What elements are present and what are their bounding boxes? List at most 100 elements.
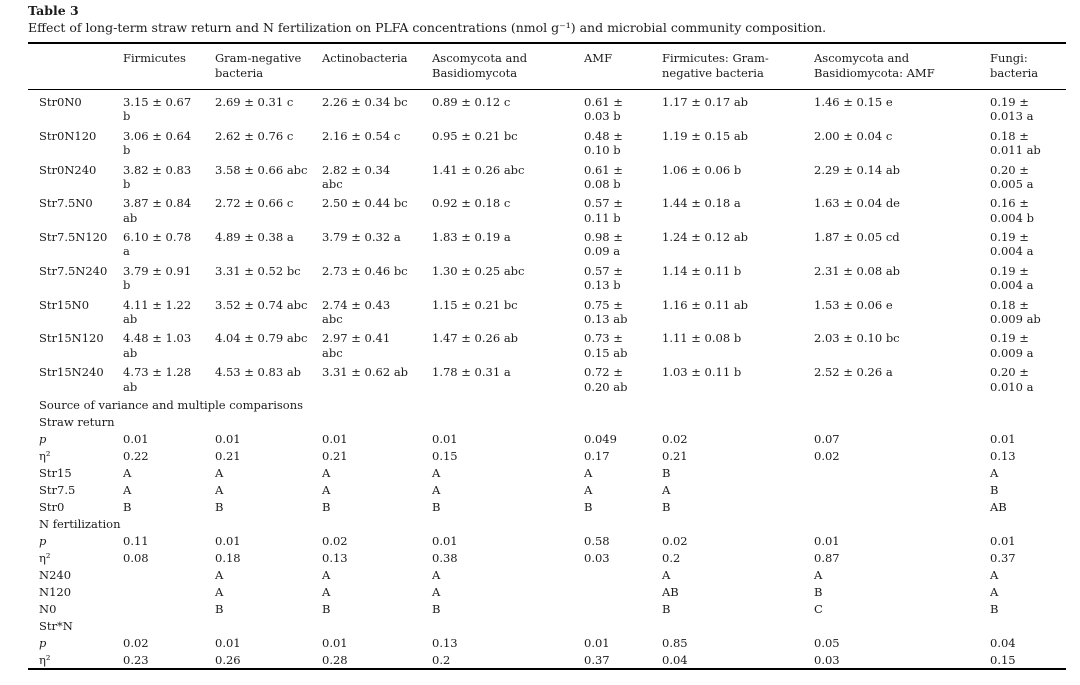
- table-cell: 0.02: [662, 431, 688, 446]
- table-cell: 0.01: [990, 431, 1016, 446]
- table-row: N0 B B B B C B: [28, 600, 1066, 617]
- row-label: Str15N0: [39, 297, 90, 312]
- table-row: Str7.5N120 6.10 ± 0.78 a 4.89 ± 0.38 a 3.79…: [28, 228, 1066, 262]
- table-cell: A: [990, 584, 999, 599]
- table-cell: B: [123, 499, 132, 514]
- table-cell: 0.15: [990, 652, 1016, 667]
- table-cell: 1.16 ± 0.11 ab: [662, 297, 749, 312]
- table-cell: 0.01: [432, 431, 458, 446]
- table-cell: 3.58 ± 0.66 abc: [215, 162, 308, 177]
- table-cell: 0.2: [662, 550, 681, 565]
- table-cell: A: [432, 584, 441, 599]
- table-cell: A: [322, 482, 331, 497]
- table-cell: [123, 566, 215, 583]
- table-cell: 4.89 ± 0.38 a: [215, 230, 294, 245]
- table-cell: 0.22: [123, 448, 149, 463]
- table-cell: 0.01: [432, 533, 458, 548]
- table-cell: 0.21: [662, 448, 688, 463]
- table-cell: 1.03 ± 0.11 b: [662, 365, 742, 380]
- table-row: N240 A A A A A A: [28, 566, 1066, 583]
- table-cell: 0.20 ± 0.005 a: [990, 162, 1034, 191]
- table-cell: 0.26: [215, 652, 241, 667]
- section-row: N fertilization: [28, 515, 1066, 532]
- table-cell: 1.17 ± 0.17 ab: [662, 95, 749, 109]
- table-cell: 1.44 ± 0.18 a: [662, 196, 741, 211]
- table-cell: 2.31 ± 0.08 ab: [814, 263, 901, 278]
- table-cell: A: [990, 567, 999, 582]
- table-cell: B: [322, 601, 331, 616]
- table-cell: 1.19 ± 0.15 ab: [662, 128, 749, 143]
- table-cell: A: [662, 482, 671, 497]
- table-cell: 0.73 ± 0.15 ab: [584, 331, 628, 360]
- table-row: Str7.5N240 3.79 ± 0.91 b 3.31 ± 0.52 bc 2.7…: [28, 261, 1066, 295]
- table-cell: 0.01: [814, 533, 840, 548]
- table-cell: 0.02: [123, 635, 149, 650]
- row-label: Str7.5: [39, 482, 76, 497]
- table-cell: 4.11 ± 1.22 ab: [123, 297, 192, 326]
- table-cell: 1.78 ± 0.31 a: [432, 365, 511, 380]
- table-row: Str7.5 A A A A A A B: [28, 481, 1066, 498]
- table-row: Str0N240 3.82 ± 0.83 b 3.58 ± 0.66 abc 2.82…: [28, 160, 1066, 194]
- row-label: Str*N: [39, 618, 73, 633]
- table-cell: 0.2: [432, 652, 451, 667]
- table-cell: 0.92 ± 0.18 c: [432, 196, 511, 211]
- table-row: p 0.01 0.01 0.01 0.01 0.049 0.02 0.07 0.01: [28, 430, 1066, 447]
- table-cell: B: [432, 601, 441, 616]
- table-cell: B: [662, 601, 671, 616]
- table-cell: 1.06 ± 0.06 b: [662, 162, 742, 177]
- table-cell: 3.79 ± 0.32 a: [322, 230, 401, 245]
- table-cell: 0.17: [584, 448, 610, 463]
- table-cell: 0.87: [814, 550, 840, 565]
- section-row: Source of variance and multiple comparis…: [28, 396, 1066, 413]
- row-label: η²: [39, 550, 51, 565]
- row-label: N120: [39, 584, 72, 599]
- table-cell: 0.04: [662, 652, 688, 667]
- table-cell: 0.38: [432, 550, 458, 565]
- table-title: Table 3: [28, 3, 79, 18]
- table-cell: 0.01: [123, 431, 149, 446]
- table-cell: A: [584, 465, 593, 480]
- column-header: AMF: [584, 51, 613, 65]
- row-label: Str0: [39, 499, 65, 514]
- table-caption: Effect of long-term straw return and N f…: [28, 20, 827, 35]
- table-cell: A: [432, 567, 441, 582]
- table-cell: 0.15: [432, 448, 458, 463]
- table-cell: 0.98 ± 0.09 a: [584, 230, 623, 259]
- table-cell: 0.07: [814, 431, 840, 446]
- table-cell: 1.11 ± 0.08 b: [662, 331, 742, 346]
- table-cell: [123, 583, 215, 600]
- table-cell: [814, 498, 990, 515]
- table-cell: 0.03: [584, 550, 610, 565]
- table-cell: A: [123, 482, 132, 497]
- table-cell: 2.69 ± 0.31 c: [215, 95, 294, 109]
- table-cell: A: [215, 482, 224, 497]
- row-label: Straw return: [39, 414, 115, 429]
- row-label: Str0N120: [39, 128, 97, 143]
- row-label: η²: [39, 652, 51, 667]
- column-header: Fungi: bacteria: [990, 51, 1039, 80]
- row-label: Source of variance and multiple comparis…: [39, 397, 304, 412]
- table-cell: 3.82 ± 0.83 b: [123, 162, 192, 191]
- row-label: η²: [39, 448, 51, 463]
- table-cell: 2.00 ± 0.04 c: [814, 128, 893, 143]
- column-header: Firmicutes: [123, 51, 186, 65]
- table-cell: A: [215, 465, 224, 480]
- table-cell: [814, 464, 990, 481]
- table-row: η² 0.22 0.21 0.21 0.15 0.17 0.21 0.02 0.13: [28, 447, 1066, 464]
- table-cell: 0.13: [432, 635, 458, 650]
- header-row: Firmicutes Gram-negative bacteria Actinoba…: [28, 43, 1066, 90]
- table-cell: 0.19 ± 0.009 a: [990, 331, 1034, 360]
- table-cell: 4.04 ± 0.79 abc: [215, 331, 308, 346]
- table-cell: 0.23: [123, 652, 149, 667]
- table-cell: B: [990, 601, 999, 616]
- table-cell: 0.18 ± 0.011 ab: [990, 128, 1041, 158]
- table-cell: 1.63 ± 0.04 de: [814, 196, 900, 211]
- table-cell: A: [814, 567, 823, 582]
- table-row: η² 0.23 0.26 0.28 0.2 0.37 0.04 0.03 0.15: [28, 651, 1066, 669]
- row-label: Str7.5N120: [39, 230, 108, 245]
- table-cell: 0.02: [814, 448, 840, 463]
- row-label: Str0N240: [39, 162, 97, 177]
- column-header: Actinobacteria: [322, 51, 408, 65]
- table-cell: 0.18: [215, 550, 241, 565]
- table-cell: 0.01: [215, 533, 241, 548]
